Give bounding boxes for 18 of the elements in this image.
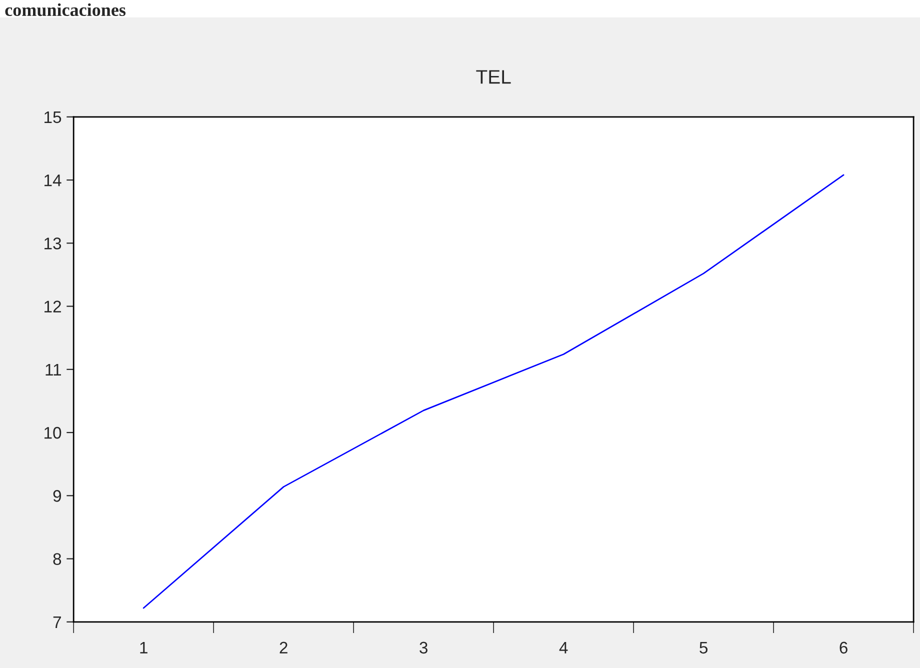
x-tick-label: 5 xyxy=(700,642,708,654)
x-tick-label: 4 xyxy=(559,642,568,654)
y-tick-label: 13 xyxy=(44,238,62,250)
y-tick-label: 10 xyxy=(44,426,62,439)
y-tick-label: 11 xyxy=(46,364,61,376)
x-tick-label: 2 xyxy=(280,642,288,654)
x-tick-label: 6 xyxy=(840,642,848,654)
text: comunicaciones xyxy=(5,3,126,16)
x-tick-label: 3 xyxy=(420,642,428,654)
line-series xyxy=(142,174,844,609)
x-tick-label: 1 xyxy=(140,642,148,654)
y-tick-label: 9 xyxy=(53,490,62,502)
y-tick-label: 7 xyxy=(53,616,61,628)
y-tick-label: 12 xyxy=(44,300,61,312)
chart-title: TEL xyxy=(476,70,511,84)
y-tick-label: 15 xyxy=(44,111,62,124)
y-tick-label: 14 xyxy=(44,174,62,186)
y-tick-label: 8 xyxy=(53,553,62,565)
